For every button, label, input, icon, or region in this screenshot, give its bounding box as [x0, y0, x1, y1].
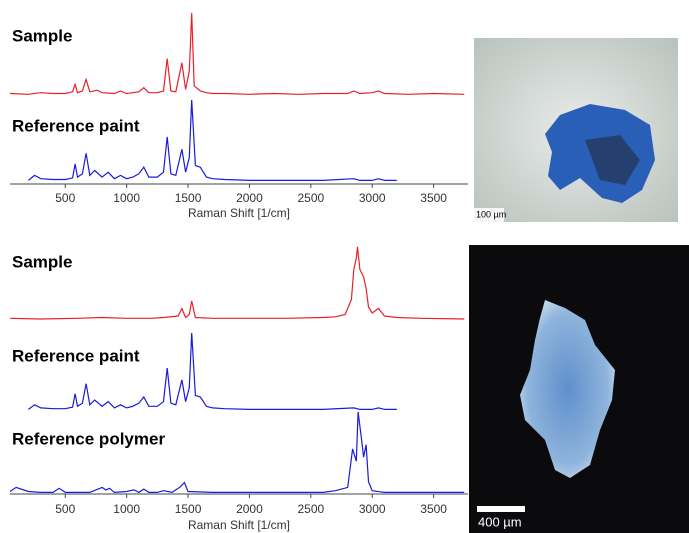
x-tick-label: 3000: [359, 191, 386, 205]
spectrum: [28, 100, 396, 180]
spectrum: [10, 412, 464, 492]
spectrum: [28, 333, 396, 409]
x-tick-label: 2500: [297, 502, 324, 516]
series-label: Reference paint: [12, 116, 140, 135]
x-tick-label: 2000: [236, 502, 263, 516]
x-tick-label: 2000: [236, 191, 263, 205]
series-label: Sample: [12, 26, 72, 45]
x-tick-label: 3500: [420, 502, 447, 516]
scale-label: 400 µm: [478, 514, 522, 529]
x-axis-label: Raman Shift [1/cm]: [188, 206, 290, 220]
series-label: Reference paint: [12, 346, 140, 365]
micrograph-2: 400 µm: [469, 245, 689, 533]
x-tick-label: 2500: [297, 191, 324, 205]
micrograph-1: 100 µm: [474, 38, 678, 222]
x-tick-label: 1000: [113, 191, 140, 205]
scale-label: 100 µm: [476, 209, 506, 219]
series-label: Sample: [12, 252, 72, 271]
x-tick-label: 1000: [113, 502, 140, 516]
x-axis-label: Raman Shift [1/cm]: [188, 518, 290, 532]
spectrum: [10, 247, 464, 319]
x-tick-label: 500: [55, 191, 75, 205]
x-tick-label: 1500: [175, 191, 202, 205]
series-label: Reference polymer: [12, 429, 165, 448]
x-tick-label: 3000: [359, 502, 386, 516]
x-tick-label: 3500: [420, 191, 447, 205]
x-tick-label: 500: [55, 502, 75, 516]
figure: 100 µm 400 µm 500 1000 1500 2000 2500 3000 350…: [0, 0, 689, 533]
spectrum: [10, 13, 464, 94]
x-tick-label: 1500: [175, 502, 202, 516]
